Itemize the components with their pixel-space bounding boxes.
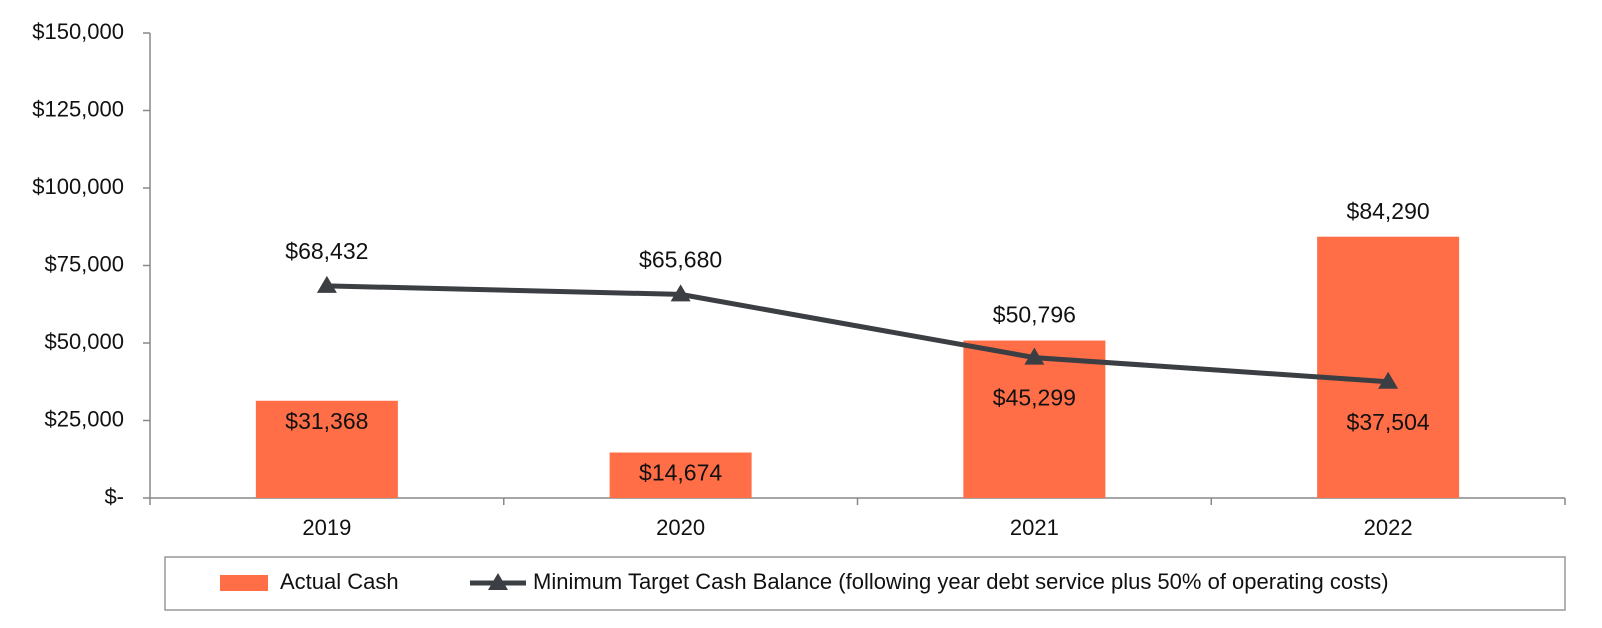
line-value-label: $45,299 (993, 385, 1076, 411)
line-value-label: $68,432 (285, 238, 368, 264)
y-tick-label: $25,000 (44, 406, 124, 431)
y-tick-label: $100,000 (32, 174, 124, 199)
line (326, 283, 1389, 385)
line-value-label: $37,504 (1347, 409, 1430, 435)
legend-label: Actual Cash (280, 569, 399, 594)
legend-swatch (220, 575, 268, 591)
legend-marker (488, 573, 508, 590)
bar (963, 340, 1106, 498)
y-tick-label: $150,000 (32, 19, 124, 44)
bar (255, 400, 398, 498)
bar-value-label: $84,290 (1347, 198, 1430, 224)
line-marker (1024, 347, 1045, 365)
x-tick-label: 2021 (1010, 515, 1059, 540)
line-marker (316, 275, 337, 293)
x-tick-label: 2019 (302, 515, 351, 540)
y-tick-label: $50,000 (44, 329, 124, 354)
y-tick-label: $125,000 (32, 96, 124, 121)
bar (609, 452, 752, 498)
y-tick-label: $75,000 (44, 251, 124, 276)
bar-value-label: $31,368 (285, 408, 368, 434)
bar-value-label: $50,796 (993, 302, 1076, 328)
legend-box (164, 556, 1566, 611)
line-marker (670, 284, 691, 302)
y-tick-label: $- (104, 484, 124, 509)
bar-value-label: $14,674 (639, 460, 722, 486)
x-tick-label: 2020 (656, 515, 705, 540)
line-marker (1378, 371, 1399, 389)
x-tick-label: 2022 (1364, 515, 1413, 540)
legend-label: Minimum Target Cash Balance (following y… (533, 569, 1389, 594)
bar (1317, 236, 1460, 499)
line-value-label: $65,680 (639, 246, 722, 272)
